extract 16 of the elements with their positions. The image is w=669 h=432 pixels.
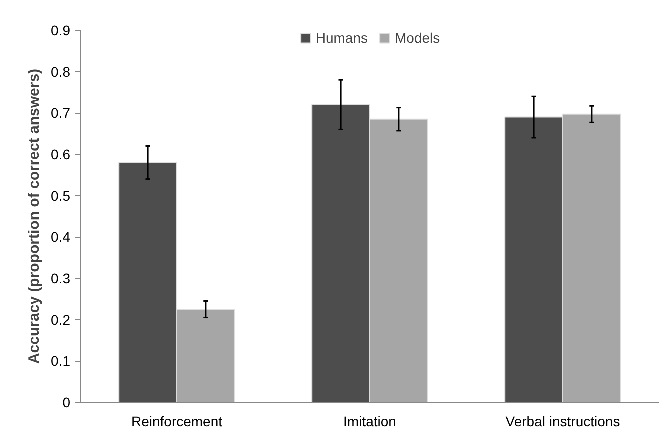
y-tick-label: 0.3 — [51, 270, 71, 286]
y-tick-label: 0.5 — [51, 188, 71, 204]
legend-label: Models — [395, 30, 440, 46]
y-tick-label: 0.7 — [51, 105, 71, 122]
y-tick-label: 0.1 — [51, 353, 71, 370]
x-tick-label: Imitation — [344, 414, 396, 430]
y-tick-label: 0.9 — [51, 22, 71, 38]
y-axis-title: Accuracy (proportion of correct answers) — [26, 68, 44, 364]
y-tick-label: 0.6 — [51, 146, 71, 162]
y-tick-label: 0.4 — [51, 229, 71, 246]
y-tick-label: 0.8 — [51, 64, 71, 80]
y-tick-label: 0.2 — [51, 312, 71, 328]
x-tick-label: Verbal instructions — [506, 414, 620, 430]
y-tick-label: 0 — [62, 394, 71, 410]
x-tick-label: Reinforcement — [131, 414, 223, 430]
legend-label: Humans — [316, 30, 368, 46]
